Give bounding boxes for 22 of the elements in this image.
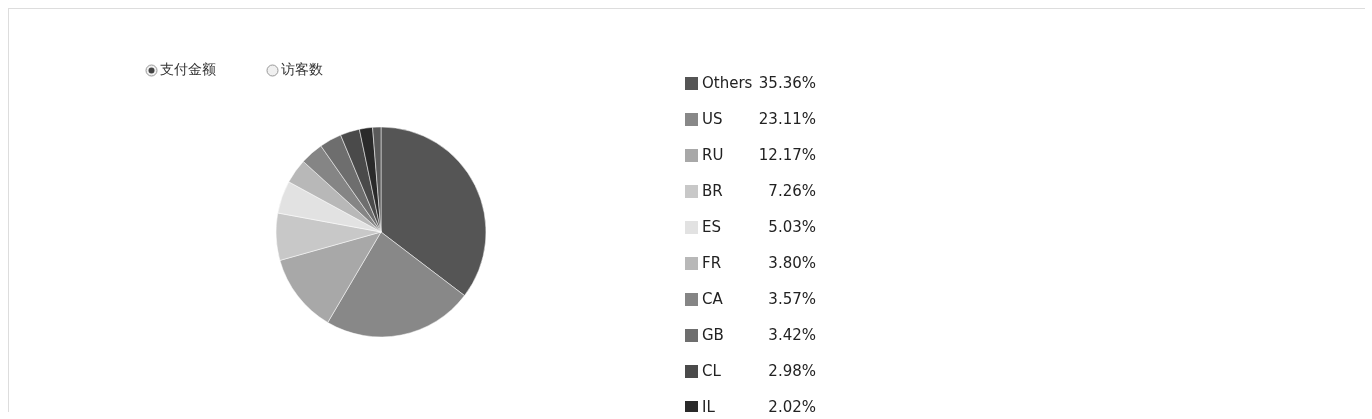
- data-label: 2.02%: [767, 398, 816, 414]
- text: 支付金额: [159, 61, 216, 79]
- data-label: 35.36%: [757, 74, 816, 92]
- legend-label: Others: [702, 74, 754, 92]
- legend-label: IL: [702, 398, 716, 414]
- data-label: 23.11%: [757, 110, 816, 128]
- legend-label: RU: [702, 146, 725, 164]
- legend-label: CL: [702, 362, 722, 380]
- legend-label: FR: [702, 254, 723, 272]
- data-label: 3.80%: [767, 254, 816, 272]
- legend-label: US: [702, 110, 724, 128]
- text: 访客数: [280, 61, 323, 79]
- data-label: 12.17%: [757, 146, 816, 164]
- legend-label: CA: [702, 290, 724, 308]
- legend-label: BR: [702, 182, 724, 200]
- data-label: 2.98%: [767, 362, 816, 380]
- data-label: 5.03%: [767, 218, 816, 236]
- legend-label: ES: [702, 218, 722, 236]
- data-label: 7.26%: [767, 182, 816, 200]
- data-label: 3.57%: [767, 290, 816, 308]
- data-label: 3.42%: [767, 326, 816, 344]
- legend-label: GB: [702, 326, 725, 344]
